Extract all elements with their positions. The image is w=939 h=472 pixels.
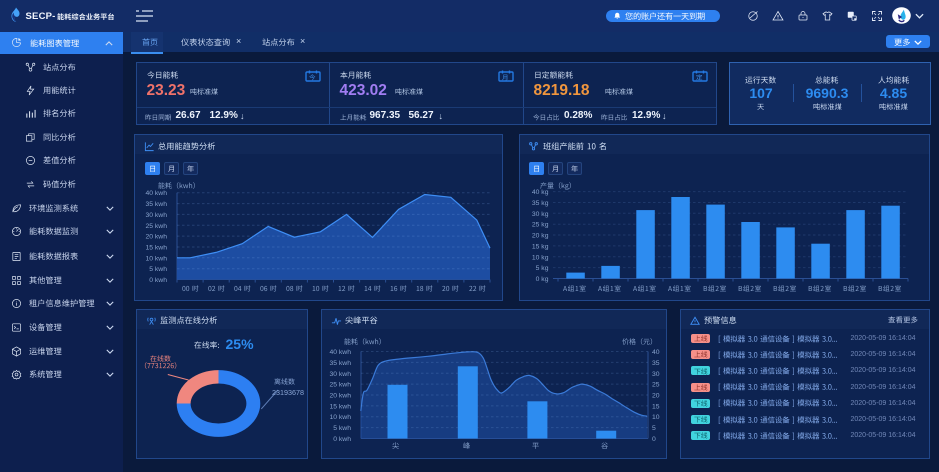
svg-text:0 kwh: 0 kwh [149, 277, 167, 284]
svg-text:10: 10 [652, 414, 660, 421]
svg-text:10 kg: 10 kg [531, 254, 548, 261]
svg-text:25 kg: 25 kg [531, 222, 548, 229]
svg-text:0: 0 [652, 436, 656, 443]
svg-text:5 kwh: 5 kwh [333, 425, 351, 432]
svg-text:0 kg: 0 kg [535, 276, 548, 283]
svg-text:30 kwh: 30 kwh [329, 370, 351, 377]
svg-text:15 kwh: 15 kwh [145, 245, 167, 252]
svg-text:35 kg: 35 kg [531, 200, 548, 207]
svg-text:15: 15 [652, 403, 660, 410]
svg-text:40: 40 [652, 349, 660, 356]
svg-text:20 kg: 20 kg [531, 233, 548, 240]
svg-text:5 kwh: 5 kwh [149, 266, 167, 273]
svg-text:30 kg: 30 kg [531, 211, 548, 218]
svg-text:35: 35 [652, 359, 660, 366]
svg-text:15 kg: 15 kg [531, 243, 548, 250]
svg-text:0 kwh: 0 kwh [333, 436, 351, 443]
svg-text:5 kg: 5 kg [535, 265, 548, 272]
svg-text:35 kwh: 35 kwh [145, 201, 167, 208]
svg-text:40 kwh: 40 kwh [329, 349, 351, 356]
svg-text:25: 25 [652, 381, 660, 388]
svg-text:30 kwh: 30 kwh [145, 212, 167, 219]
svg-text:10 kwh: 10 kwh [145, 255, 167, 262]
svg-text:20 kwh: 20 kwh [329, 392, 351, 399]
svg-text:40 kg: 40 kg [531, 189, 548, 196]
svg-text:35 kwh: 35 kwh [329, 359, 351, 366]
svg-text:30: 30 [652, 370, 660, 377]
svg-text:10 kwh: 10 kwh [329, 414, 351, 421]
svg-text:25 kwh: 25 kwh [145, 223, 167, 230]
svg-text:5: 5 [652, 425, 656, 432]
svg-text:25 kwh: 25 kwh [329, 381, 351, 388]
svg-text:20: 20 [652, 392, 660, 399]
svg-text:40 kwh: 40 kwh [145, 190, 167, 197]
svg-text:15 kwh: 15 kwh [329, 403, 351, 410]
svg-text:20 kwh: 20 kwh [145, 234, 167, 241]
